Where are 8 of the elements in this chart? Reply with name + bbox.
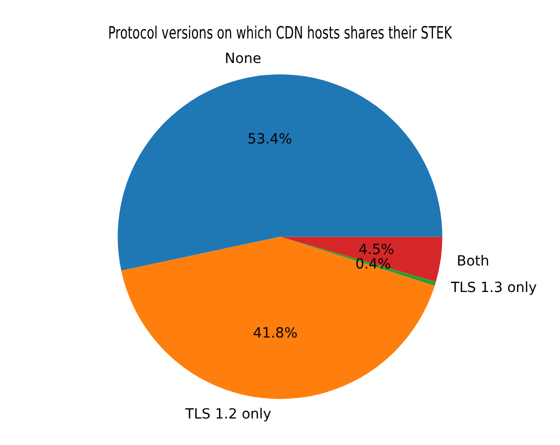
data-label: 4.5% <box>358 242 394 258</box>
slice-label: Both <box>456 253 490 270</box>
chart-title: Protocol versions on which CDN hosts shares their STEK <box>108 24 453 44</box>
data-label: 53.4% <box>248 132 292 148</box>
slice-label: TLS 1.3 only <box>450 280 537 296</box>
slice-label: None <box>224 50 262 67</box>
slice-label: TLS 1.2 only <box>184 406 272 423</box>
data-label: 41.8% <box>253 326 298 342</box>
